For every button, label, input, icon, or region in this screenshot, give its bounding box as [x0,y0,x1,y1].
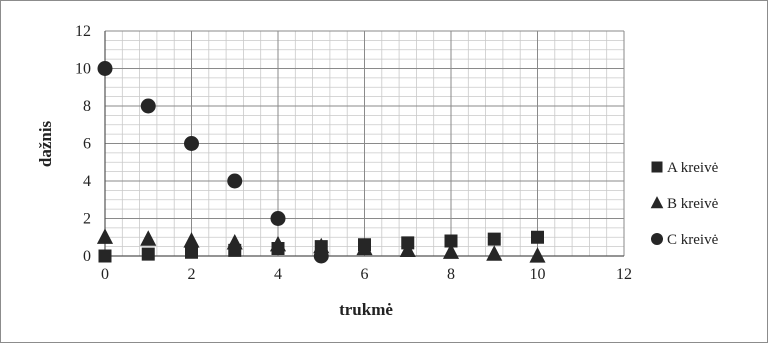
y-axis-title: dažnis [36,120,55,167]
square-marker [228,243,242,257]
triangle-marker [529,247,546,263]
y-tick-label: 6 [83,136,91,153]
x-tick-label: 10 [530,266,546,283]
x-tick-label: 2 [188,266,196,283]
legend-label: C kreivė [667,232,719,248]
square-marker [358,238,371,252]
x-tick-label: 0 [101,266,109,283]
x-tick-label: 6 [361,266,369,283]
major-gridlines [104,30,625,257]
square-marker [444,234,458,248]
square-marker [185,245,198,259]
square-marker [487,232,501,246]
legend-circle-icon [651,233,663,245]
square-marker [271,242,285,255]
triangle-marker [96,228,114,244]
circle-marker [227,173,243,189]
x-axis-title: trukmė [339,300,393,319]
legend-label: B kreivė [667,196,719,212]
circle-marker [184,136,199,151]
x-tick-label: 12 [616,266,632,283]
y-tick-label: 0 [83,248,91,265]
triangle-marker [486,245,503,261]
square-marker [531,230,544,244]
circle-marker [97,61,113,76]
y-tick-label: 2 [83,211,91,228]
square-marker [141,247,155,261]
y-tick-label: 12 [75,23,91,40]
tick-labels: 0 2 4 6 8 10 12 0 2 4 6 8 10 12 [75,23,632,283]
x-tick-label: 4 [274,266,282,283]
circle-marker [270,211,286,226]
y-tick-label: 4 [83,173,91,190]
data-points [96,61,546,264]
circle-marker [313,248,329,264]
triangle-marker [183,232,200,248]
triangle-marker [442,243,460,259]
legend-triangle-icon [650,196,664,209]
square-marker [401,236,415,250]
x-tick-label: 8 [447,266,455,283]
circle-marker [140,98,156,114]
legend: A kreivė B kreivė C kreivė [650,160,719,248]
y-tick-label: 10 [75,61,91,78]
y-tick-label: 8 [83,98,91,115]
legend-label: A kreivė [667,160,719,176]
legend-square-icon [651,161,663,173]
square-marker [98,249,112,263]
triangle-marker [140,230,157,246]
